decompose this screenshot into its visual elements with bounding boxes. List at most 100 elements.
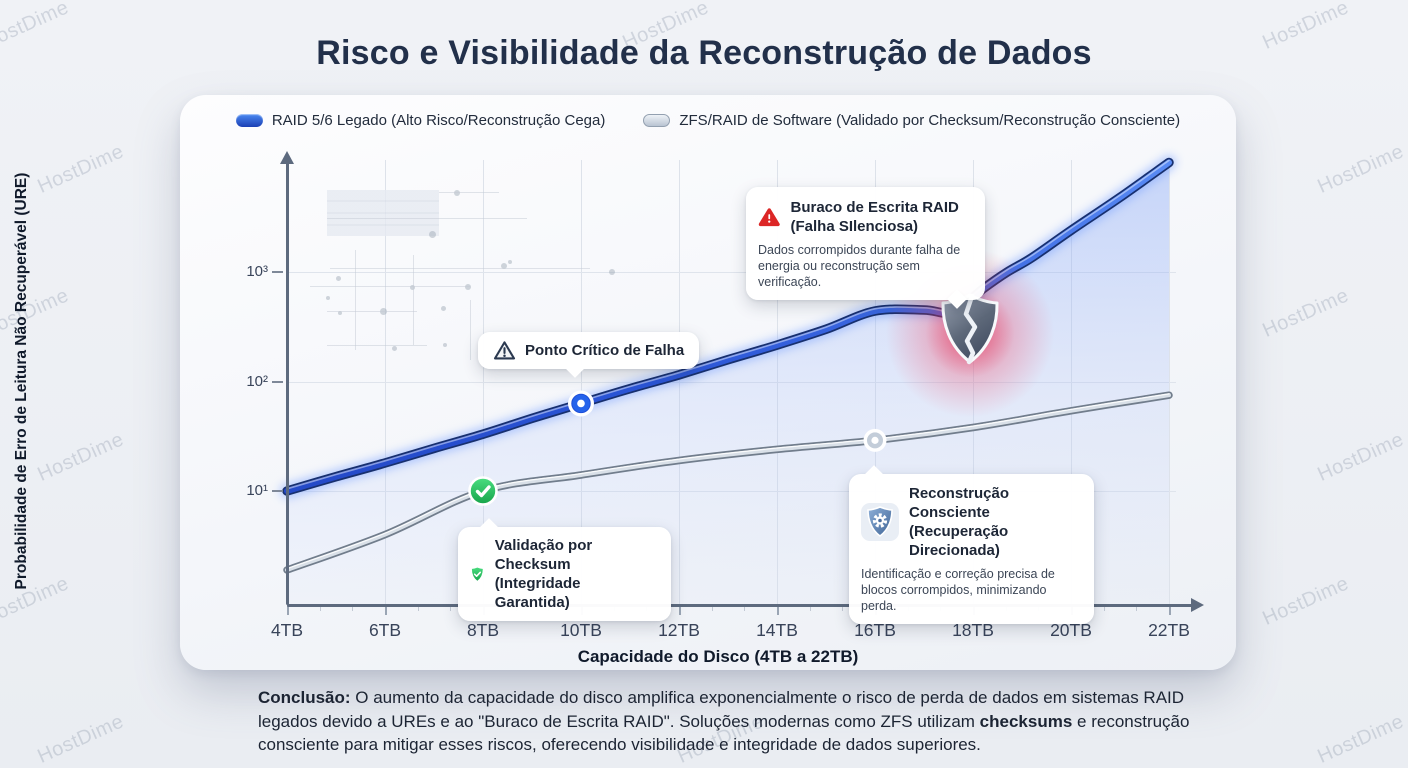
decor-line — [413, 255, 414, 345]
x-tick-label: 20TB — [1050, 620, 1092, 640]
callout-aware-rebuild: Reconstrução Consciente (Recuperação Dir… — [849, 465, 1094, 624]
x-axis-minor-tick — [744, 606, 746, 611]
x-axis-major-tick — [287, 606, 289, 615]
decor-line — [327, 218, 527, 219]
callout-title: Reconstrução Consciente (Recuperação Dir… — [909, 485, 1010, 559]
x-axis-minor-tick — [711, 606, 713, 611]
decor-dot — [465, 284, 471, 290]
zfs-series-swatch-icon — [643, 114, 671, 127]
decor-line — [355, 250, 356, 350]
page-title: Risco e Visibilidade da Reconstrução de … — [316, 34, 1092, 72]
chart-markers — [468, 390, 887, 506]
x-axis-minor-tick — [1136, 606, 1138, 611]
x-axis-minor-tick — [352, 606, 354, 611]
gridline-horizontal — [288, 272, 1176, 273]
y-tick-label: 10³ — [246, 263, 268, 280]
broken-shield-icon — [941, 293, 999, 365]
decor-dot — [508, 260, 512, 264]
gridline-vertical — [1169, 160, 1170, 605]
gridline-vertical — [581, 160, 582, 605]
gridline-vertical — [385, 160, 386, 605]
decor-dot — [338, 311, 342, 315]
decor-dot — [335, 275, 341, 281]
callout-title: Buraco de Escrita RAID (Falha SIlenciosa… — [790, 199, 959, 235]
x-tick-label: 4TB — [270, 620, 304, 640]
x-tick-label: 22TB — [1148, 620, 1190, 640]
y-axis-tick — [272, 380, 283, 383]
legend-label-zfs: ZFS/RAID de Software (Validado por Check… — [679, 112, 1181, 129]
y-axis-line — [285, 161, 289, 605]
x-tick-label: 18TB — [952, 620, 994, 640]
x-tick-label: 10TB — [560, 620, 602, 640]
x-axis-minor-tick — [319, 606, 321, 611]
decor-dot — [326, 296, 330, 300]
conclusion-part2: e reconstrução consciente para mitigar e… — [258, 711, 1190, 755]
y-axis-label: Probabilidade de Erro de Leitura Não Rec… — [13, 172, 30, 590]
x-tick-label: 6TB — [368, 620, 402, 640]
shield-check-icon — [471, 566, 484, 582]
x-axis-minor-tick — [842, 606, 844, 611]
decor-dot — [443, 343, 447, 347]
callout-title: Validação por Checksum (Integridade Gara… — [494, 537, 593, 611]
x-axis-minor-tick — [809, 606, 811, 611]
y-axis-tick — [272, 490, 283, 492]
x-axis-major-tick — [777, 606, 779, 615]
y-axis-tick — [272, 271, 283, 273]
y-axis-arrow-icon — [280, 151, 294, 164]
marker-critical-dot — [577, 399, 585, 408]
callout-write-hole: Buraco de Escrita RAID (Falha SIlenciosa… — [746, 187, 985, 309]
marker-checksum-circle — [468, 476, 498, 506]
x-tick-label: 8TB — [466, 620, 500, 640]
conclusion-part1: O aumento da capacidade do disco amplifi… — [258, 688, 1185, 731]
chart-legend: RAID 5/6 Legado (Alto Risco/Reconstrução… — [180, 112, 1236, 129]
decor-dot — [428, 230, 436, 238]
callout-critical-point: Ponto Crítico de Falha — [478, 332, 700, 378]
conclusion-bold-word: checksums — [979, 711, 1073, 731]
conclusion-label: Conclusão: — [258, 688, 351, 707]
y-tick-label: 10¹ — [246, 482, 268, 499]
marker-rebuild-dot — [871, 436, 879, 444]
gridline-vertical — [483, 160, 484, 605]
legend-label-raid: RAID 5/6 Legado (Alto Risco/Reconstrução… — [271, 112, 606, 129]
decor-dot — [454, 190, 460, 196]
callout-checksum-validation: Validação por Checksum (Integridade Gara… — [458, 518, 671, 621]
x-axis-minor-tick — [1103, 606, 1105, 611]
triangle-alert-outline-icon — [493, 341, 516, 360]
decor-dot — [501, 263, 507, 269]
decor-dot — [440, 305, 446, 311]
zfs-line — [285, 393, 1171, 572]
x-axis-major-tick — [385, 606, 387, 615]
x-axis-label: Capacidade do Disco (4TB a 22TB) — [577, 647, 859, 666]
marker-checksum-check-icon — [475, 485, 491, 498]
decor-block — [327, 190, 439, 236]
x-axis-minor-tick — [417, 606, 419, 611]
legend-item-zfs: ZFS/RAID de Software (Validado por Check… — [643, 112, 1180, 129]
raid-series-swatch-icon — [235, 114, 263, 127]
x-axis-minor-tick — [450, 606, 452, 611]
x-tick-label: 14TB — [756, 620, 798, 640]
callout-title: Ponto Crítico de Falha — [525, 342, 685, 359]
x-axis-arrow-icon — [1191, 598, 1204, 612]
icon-background — [861, 503, 899, 541]
x-axis-major-tick — [679, 606, 681, 615]
x-tick-label: 16TB — [854, 620, 896, 640]
triangle-alert-red-icon — [758, 207, 780, 226]
raid-line-highlight — [286, 159, 1170, 490]
y-tick-label: 10² — [246, 372, 268, 390]
decor-line — [327, 345, 427, 346]
decor-dot — [409, 284, 415, 290]
conclusion-text: Conclusão: O aumento da capacidade do di… — [258, 686, 1233, 757]
legend-item-raid: RAID 5/6 Legado (Alto Risco/Reconstrução… — [235, 112, 606, 129]
decor-dot — [609, 269, 615, 275]
x-axis-line — [287, 603, 1193, 607]
x-axis-major-tick — [1169, 606, 1171, 615]
shield-gear-icon — [867, 506, 893, 537]
callout-body: Identificação e correção precisa de bloc… — [861, 567, 1055, 613]
zfs-line-highlight — [286, 393, 1170, 570]
decor-line — [330, 268, 590, 269]
decor-line — [327, 311, 417, 312]
decor-dot — [391, 345, 397, 351]
decor-line — [310, 286, 470, 287]
decor-line — [439, 192, 499, 193]
